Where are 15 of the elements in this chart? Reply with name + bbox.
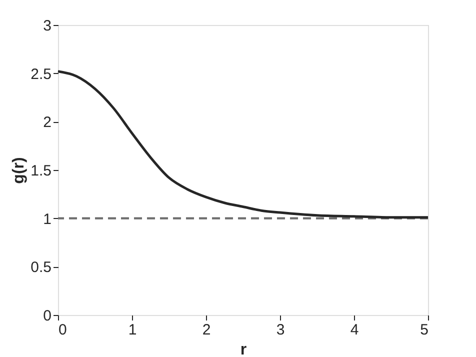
y-axis-title: g(r) — [10, 157, 28, 184]
y-tick-label: 2.5 — [30, 66, 52, 83]
x-tick-label: 2 — [202, 322, 211, 338]
y-tick-label: 3 — [43, 18, 52, 34]
x-tick-label: 1 — [128, 322, 137, 338]
y-tick-label: 1 — [43, 210, 52, 228]
x-tick-label: 3 — [276, 322, 285, 338]
x-tick-label: 5 — [420, 322, 428, 338]
x-tick-label: 4 — [350, 322, 359, 338]
x-tick-label: 0 — [58, 322, 67, 338]
y-tick-label: 1.5 — [30, 162, 52, 180]
y-tick-label: 2 — [43, 114, 52, 132]
x-axis-title: r — [240, 342, 247, 357]
y-tick-label: 0 — [43, 308, 52, 324]
y-tick-label: 0.5 — [30, 259, 52, 276]
